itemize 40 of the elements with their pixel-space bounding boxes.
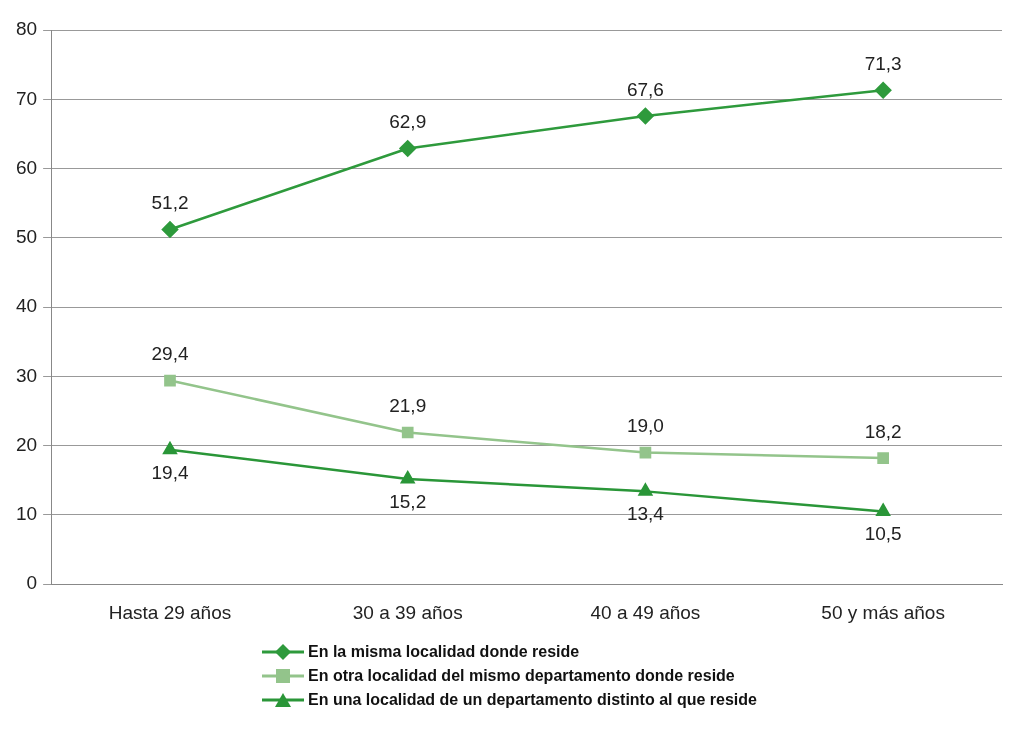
point: [163, 442, 177, 455]
data-label: 29,4: [151, 343, 189, 365]
point: [161, 221, 179, 238]
point: [637, 107, 654, 125]
y-tick-label: 60: [15, 156, 38, 178]
x-tick-label: 30 a 39 años: [352, 601, 463, 623]
data-label: 62,9: [389, 111, 427, 133]
y-tick-label: 10: [15, 503, 38, 525]
point: [877, 452, 889, 464]
data-label: 18,2: [864, 420, 902, 442]
y-tick-label: 50: [15, 226, 38, 248]
y-tick-label: 20: [15, 433, 38, 455]
data-label: 15,2: [389, 490, 427, 512]
point: [874, 82, 892, 99]
point: [399, 140, 416, 157]
legend-label: En otra localidad del mismo departamento donde reside: [308, 667, 735, 685]
data-label: 21,9: [389, 395, 427, 417]
point: [639, 446, 652, 459]
y-tick-label: 40: [15, 295, 38, 317]
point: [400, 471, 415, 484]
point: [876, 503, 891, 516]
y-tick-label: 30: [15, 364, 38, 386]
y-tick-label: 0: [26, 572, 38, 594]
point: [401, 426, 414, 439]
x-tick-label: 50 y más años: [821, 601, 945, 623]
data-label: 19,4: [151, 461, 189, 483]
legend-label: En la misma localidad donde reside: [308, 643, 580, 661]
y-tick-label: 70: [15, 87, 38, 109]
data-label: 51,2: [151, 192, 189, 214]
data-label: 67,6: [626, 78, 664, 100]
legend-label: En una localidad de un departamento distinto al que reside: [308, 691, 757, 709]
data-label: 71,3: [864, 53, 902, 74]
data-label: 19,0: [626, 415, 664, 437]
data-label: 13,4: [626, 503, 665, 525]
point: [638, 483, 653, 496]
data-label: 10,5: [864, 523, 902, 545]
x-tick-label: 40 a 49 años: [590, 601, 701, 623]
x-tick-label: Hasta 29 años: [108, 601, 232, 623]
y-tick-label: 80: [15, 18, 38, 40]
point: [164, 374, 176, 387]
